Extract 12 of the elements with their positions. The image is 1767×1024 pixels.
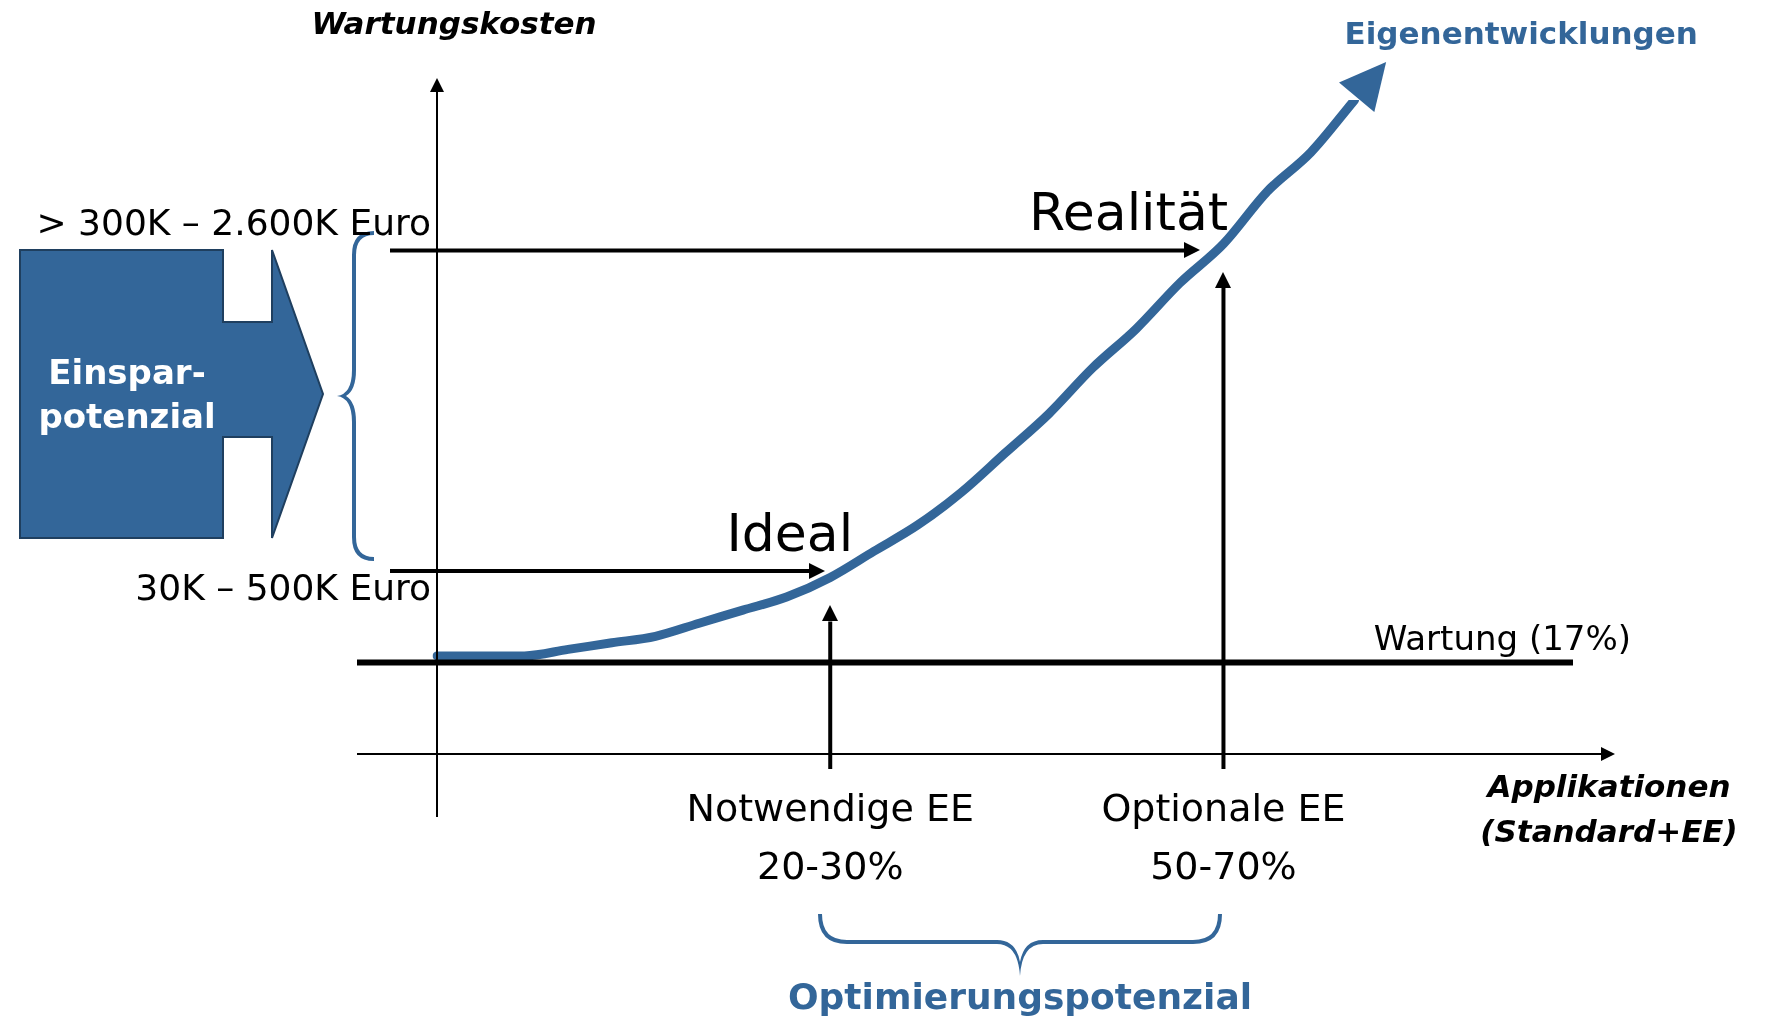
x-tick-label: Notwendige EE 20-30% [686, 785, 974, 888]
x-axis-title: Applikationen (Standard+EE) [1480, 768, 1738, 850]
ref-line-label: Ideal [726, 502, 854, 563]
text: Einspar- potenzial [38, 351, 216, 436]
series-label: Eigenentwicklungen [1344, 15, 1698, 52]
y-axis-title: Wartungskosten [311, 5, 597, 42]
ref-line-label: Wartung (17%) [1373, 618, 1631, 659]
annotation: > 300K – 2.600K Euro [36, 201, 431, 243]
ref-line-label: Realität [1028, 182, 1229, 243]
annotation: 30K – 500K Euro [135, 567, 431, 609]
text: Optimierungspotenzial [787, 976, 1253, 1018]
x-tick-label: Optionale EE 50-70% [1101, 785, 1346, 888]
